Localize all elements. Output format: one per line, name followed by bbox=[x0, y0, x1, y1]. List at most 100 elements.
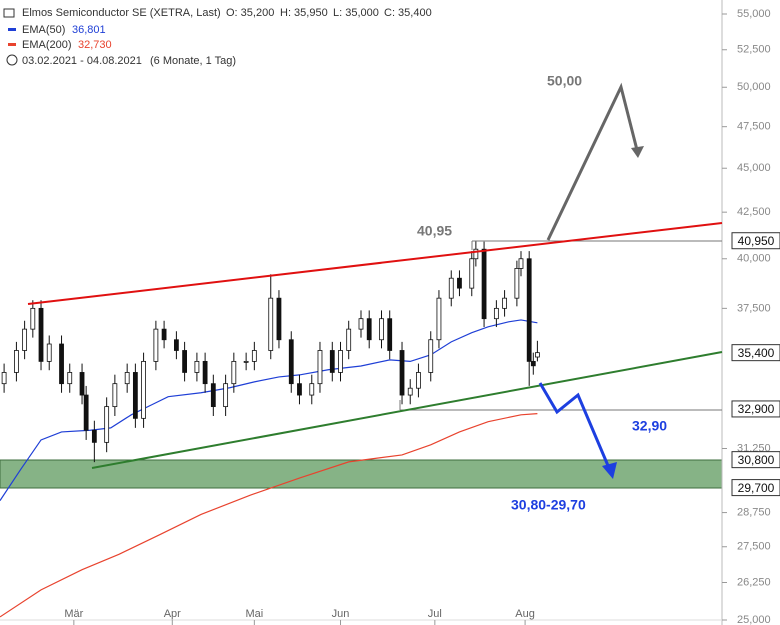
ema-line bbox=[0, 413, 538, 618]
price-label-box bbox=[731, 400, 780, 418]
price-label: 30,800 bbox=[738, 453, 775, 467]
candle-body bbox=[534, 352, 540, 358]
candle-body bbox=[448, 277, 454, 299]
legend-value: 32,730 bbox=[78, 39, 112, 51]
candle-body bbox=[161, 328, 167, 341]
candle-body bbox=[346, 328, 352, 351]
y-tick-label: 25,000 bbox=[737, 614, 771, 625]
candle-body bbox=[518, 258, 524, 269]
x-tick-label: Mär bbox=[64, 608, 83, 620]
candle-body bbox=[210, 383, 216, 408]
y-tick-label: 47,500 bbox=[737, 121, 771, 133]
candle-body bbox=[379, 318, 384, 341]
candle-body bbox=[399, 350, 405, 396]
candle-body bbox=[436, 297, 442, 341]
candle-body bbox=[297, 383, 302, 396]
price-label: 32,900 bbox=[738, 402, 775, 416]
icon bbox=[3, 8, 15, 18]
candle-body bbox=[112, 383, 118, 408]
y-tick-label: 40,000 bbox=[737, 253, 771, 265]
candle-body bbox=[1, 372, 7, 385]
y-tick-label: 52,500 bbox=[737, 44, 771, 56]
candle-body bbox=[83, 394, 89, 431]
header: Elmos Semiconductor SE (XETRA, Last) O: … bbox=[3, 7, 432, 67]
candle-body bbox=[502, 297, 507, 309]
candle-body bbox=[223, 383, 229, 408]
candle-body bbox=[38, 307, 44, 362]
candle-body bbox=[317, 350, 323, 385]
candle-body bbox=[469, 258, 475, 289]
candle-body bbox=[530, 360, 536, 367]
candle-body bbox=[124, 372, 130, 385]
candle-body bbox=[231, 360, 237, 385]
candle-body bbox=[387, 318, 393, 351]
ohlc: L: 35,000 bbox=[333, 7, 379, 19]
candle-body bbox=[104, 406, 110, 443]
candle-body bbox=[358, 318, 364, 330]
y-tick-label: 26,250 bbox=[737, 576, 771, 588]
candle-body bbox=[251, 350, 257, 362]
x-tick-label: Apr bbox=[164, 608, 181, 620]
candle-body bbox=[481, 248, 487, 320]
annotation: 50,00 bbox=[547, 73, 582, 89]
candle-body bbox=[473, 248, 479, 260]
candle-body bbox=[46, 343, 52, 362]
price-label: 29,700 bbox=[738, 481, 775, 495]
clock-icon bbox=[6, 54, 18, 66]
marks bbox=[0, 240, 540, 618]
candle-body bbox=[329, 350, 335, 373]
candle-body bbox=[14, 350, 19, 373]
ohlc: H: 35,950 bbox=[280, 7, 328, 19]
y-tick-label: 45,000 bbox=[737, 162, 771, 174]
candle-body bbox=[493, 307, 499, 320]
price-label-box bbox=[731, 344, 780, 362]
candle-body bbox=[141, 360, 146, 419]
legend-swatch bbox=[8, 43, 16, 46]
candle-body bbox=[276, 297, 282, 341]
candle-body bbox=[526, 258, 532, 362]
candle-body bbox=[268, 297, 274, 351]
y-tick-label: 55,000 bbox=[737, 8, 771, 20]
candle-body bbox=[407, 387, 413, 396]
candle-body bbox=[79, 372, 85, 396]
legend-label: EMA(200) bbox=[22, 39, 72, 51]
candle-body bbox=[30, 307, 36, 330]
candle-body bbox=[243, 360, 249, 363]
lower-trendline bbox=[91, 351, 723, 469]
y-tick-label: 50,000 bbox=[737, 81, 771, 93]
candle-body bbox=[173, 339, 179, 351]
y-axis: 55,000 52,500 50,000 47,500 45,000 42,500 40,0… bbox=[64, 8, 780, 625]
ohlc: O: 35,200 bbox=[226, 7, 274, 19]
candle-body bbox=[67, 372, 73, 385]
candle-body bbox=[428, 339, 434, 373]
candle-body bbox=[457, 277, 462, 289]
candle-body bbox=[202, 360, 208, 385]
price-label-box bbox=[731, 479, 780, 497]
x-tick-label: Jun bbox=[332, 608, 350, 620]
candle-body bbox=[309, 383, 315, 396]
candle-body bbox=[366, 318, 372, 341]
y-tick-label: 28,750 bbox=[737, 506, 771, 518]
annotation: 32,90 bbox=[632, 418, 667, 434]
candle-body bbox=[182, 350, 188, 373]
candle-body bbox=[132, 372, 138, 419]
header-title: Elmos Semiconductor SE (XETRA, Last) bbox=[22, 7, 221, 19]
date-range: 03.02.2021 - 04.08.2021 bbox=[22, 55, 142, 67]
price-label: 35,400 bbox=[738, 346, 775, 360]
candle-body bbox=[22, 328, 28, 351]
y-tick-label: 42,500 bbox=[737, 206, 771, 218]
range-note: (6 Monate, 1 Tag) bbox=[150, 55, 236, 67]
arrowhead bbox=[602, 462, 617, 479]
upper-trendline bbox=[27, 222, 723, 305]
y-tick-label: 27,500 bbox=[737, 541, 771, 553]
ohlc: C: 35,400 bbox=[384, 7, 432, 19]
legend-label: EMA(50) bbox=[22, 24, 65, 36]
candle-body bbox=[91, 429, 97, 443]
ema-line bbox=[0, 319, 538, 501]
x-tick-label: Mai bbox=[245, 608, 263, 620]
down-arrow bbox=[538, 382, 611, 469]
price-label-box bbox=[731, 451, 780, 469]
candle-body bbox=[153, 328, 159, 362]
x-tick-label: Aug bbox=[515, 608, 535, 620]
